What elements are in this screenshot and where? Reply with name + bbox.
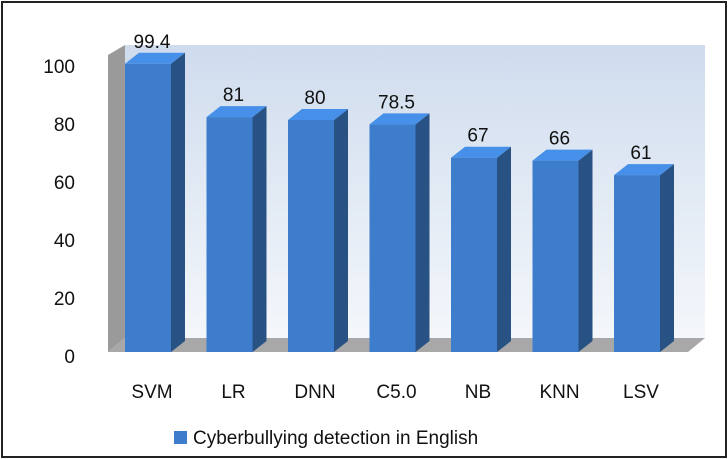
x-tick-label: KNN bbox=[539, 382, 579, 403]
bar bbox=[369, 124, 416, 352]
bar bbox=[614, 175, 660, 352]
x-tick-label: C5.0 bbox=[376, 382, 416, 403]
value-label: 80 bbox=[304, 88, 325, 109]
bar-top bbox=[532, 149, 593, 161]
bar bbox=[288, 120, 334, 352]
x-tick-label: LSV bbox=[623, 382, 659, 403]
bar bbox=[206, 117, 253, 352]
y-tick-label: 20 bbox=[54, 289, 75, 310]
bar-side bbox=[578, 149, 593, 352]
side-wall bbox=[108, 45, 125, 352]
y-tick-label: 0 bbox=[64, 347, 75, 368]
x-tick-label: LR bbox=[221, 382, 245, 403]
value-label: 66 bbox=[549, 129, 570, 150]
bar bbox=[451, 157, 497, 352]
bar-top bbox=[451, 146, 511, 158]
bar-top bbox=[369, 113, 430, 125]
bar-side bbox=[171, 52, 185, 353]
value-label: 78.5 bbox=[378, 92, 415, 113]
y-tick-label: 80 bbox=[54, 115, 75, 136]
bar-top bbox=[125, 52, 185, 64]
legend-swatch bbox=[174, 431, 187, 444]
bar bbox=[125, 63, 171, 353]
x-tick-label: SVM bbox=[131, 382, 172, 403]
bar bbox=[532, 160, 579, 352]
bar-side bbox=[660, 164, 674, 352]
y-tick-label: 60 bbox=[54, 173, 75, 194]
value-label: 81 bbox=[223, 85, 244, 106]
bar-side bbox=[415, 113, 430, 352]
x-tick-label: DNN bbox=[294, 382, 335, 403]
y-tick-label: 100 bbox=[43, 57, 75, 78]
x-tick-label: NB bbox=[465, 382, 491, 403]
y-tick-label: 40 bbox=[54, 231, 75, 252]
bar-side bbox=[252, 106, 267, 352]
value-label: 67 bbox=[467, 126, 488, 147]
bar-top bbox=[206, 106, 267, 118]
bar-top bbox=[614, 164, 674, 176]
legend-label: Cyberbullying detection in English bbox=[193, 428, 478, 449]
value-label: 99.4 bbox=[134, 32, 171, 53]
bar-side bbox=[334, 109, 348, 352]
value-label: 61 bbox=[630, 143, 651, 164]
bar-top bbox=[288, 109, 348, 120]
bar-side bbox=[497, 146, 511, 352]
